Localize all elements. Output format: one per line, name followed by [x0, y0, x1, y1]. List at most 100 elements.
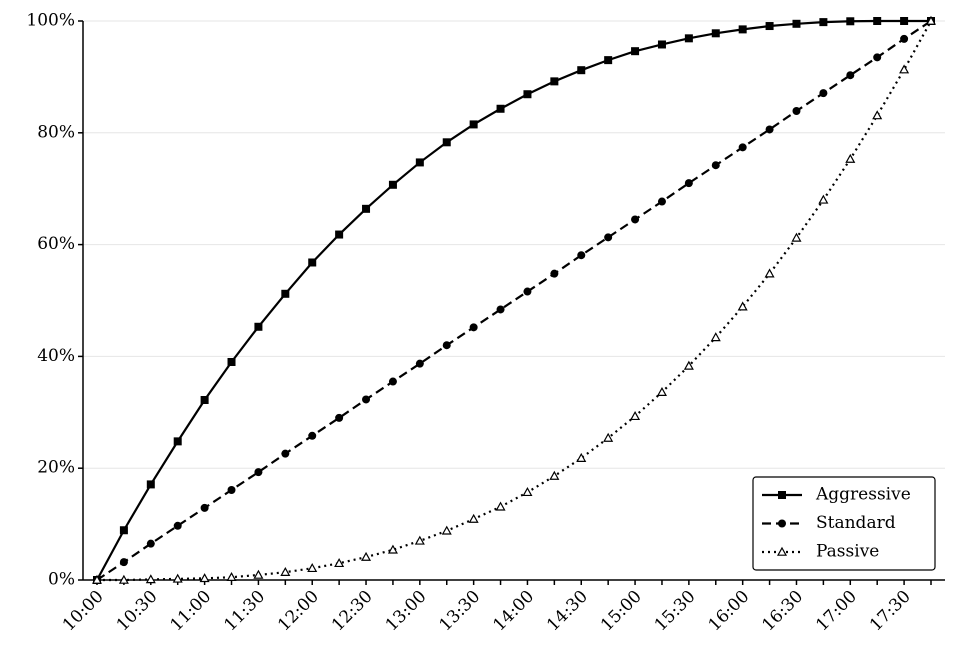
marker — [91, 574, 103, 584]
marker — [873, 53, 882, 62]
marker — [657, 197, 666, 206]
legend: Aggressive Standard Passive — [752, 476, 936, 571]
marker — [899, 64, 910, 74]
marker — [388, 377, 397, 386]
x-tick-label: 15:30 — [651, 587, 700, 636]
marker — [281, 449, 290, 458]
y-tick-label: 100% — [26, 11, 75, 31]
marker — [711, 29, 720, 38]
marker — [119, 526, 128, 535]
series-line — [97, 20, 932, 582]
x-tick-label: 17:00 — [812, 587, 861, 636]
marker — [577, 66, 586, 75]
x-tick-label: 13:30 — [436, 587, 485, 636]
marker — [818, 194, 829, 204]
marker — [846, 17, 855, 26]
marker — [415, 359, 424, 368]
marker — [227, 357, 236, 366]
marker — [362, 395, 371, 404]
marker — [631, 47, 640, 56]
marker — [684, 179, 693, 188]
marker — [280, 566, 291, 576]
marker — [441, 525, 452, 535]
marker — [146, 539, 155, 548]
marker — [173, 521, 182, 530]
marker — [119, 558, 128, 567]
marker — [684, 34, 693, 43]
marker — [738, 25, 747, 34]
marker — [765, 22, 774, 31]
legend-label: Passive — [816, 542, 879, 562]
marker — [254, 468, 263, 477]
marker — [226, 571, 237, 582]
marker — [738, 143, 747, 152]
marker — [253, 569, 264, 579]
marker — [873, 17, 882, 25]
marker — [604, 233, 613, 242]
x-tick-label: 14:00 — [489, 587, 538, 636]
marker — [872, 110, 883, 120]
marker — [710, 332, 721, 342]
marker — [442, 138, 451, 147]
marker — [711, 161, 720, 170]
marker — [900, 34, 909, 43]
marker — [361, 551, 372, 561]
marker — [523, 90, 532, 99]
marker — [281, 289, 290, 298]
marker — [118, 574, 129, 584]
marker — [550, 77, 559, 86]
marker — [657, 40, 666, 49]
marker — [819, 18, 828, 27]
x-tick-label: 12:00 — [274, 587, 323, 636]
marker — [577, 251, 586, 260]
marker — [307, 563, 318, 573]
x-tick-label: 14:30 — [543, 587, 592, 636]
marker — [388, 180, 397, 189]
legend-marker — [778, 519, 786, 528]
marker — [200, 396, 209, 405]
marker — [846, 71, 855, 80]
marker — [683, 360, 694, 370]
marker — [335, 230, 344, 239]
marker — [173, 437, 182, 446]
marker — [925, 15, 937, 25]
marker — [308, 431, 317, 440]
marker — [469, 120, 478, 129]
legend-label: Standard — [816, 513, 896, 533]
x-tick-label: 17:30 — [866, 587, 915, 636]
marker — [334, 557, 345, 568]
marker — [792, 19, 801, 28]
series-line — [96, 19, 931, 581]
marker — [523, 287, 532, 296]
x-tick-label: 12:30 — [328, 587, 377, 636]
y-tick-label: 80% — [37, 122, 75, 142]
marker — [496, 305, 505, 314]
marker — [496, 104, 505, 113]
marker — [146, 480, 155, 489]
marker — [172, 573, 183, 583]
marker — [442, 341, 451, 350]
marker — [522, 487, 533, 497]
marker — [308, 258, 317, 267]
y-tick-label: 0% — [48, 570, 75, 590]
marker — [900, 17, 909, 25]
x-tick-label: 16:00 — [705, 587, 754, 636]
marker — [227, 486, 236, 495]
marker — [200, 503, 209, 512]
marker — [145, 574, 156, 584]
marker — [415, 158, 424, 167]
marker — [656, 386, 667, 396]
marker — [764, 268, 775, 278]
marker — [792, 106, 801, 115]
x-tick-label: 13:00 — [382, 587, 431, 636]
y-tick-label: 60% — [37, 234, 75, 254]
legend-marker — [776, 546, 788, 556]
marker — [335, 413, 344, 422]
marker — [845, 153, 856, 163]
marker — [414, 535, 425, 545]
marker — [737, 301, 748, 311]
marker — [630, 410, 641, 421]
marker — [199, 573, 210, 583]
y-tick-label: 40% — [37, 346, 75, 366]
